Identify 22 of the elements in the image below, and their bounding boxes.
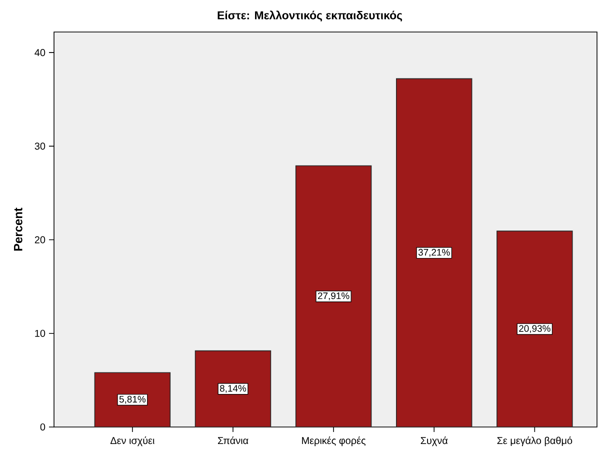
y-tick-label: 20 bbox=[34, 236, 46, 244]
x-tick-label: Μερικές φορές bbox=[302, 436, 366, 446]
y-axis-title: Percent bbox=[14, 208, 22, 251]
y-tick-label: 0 bbox=[40, 423, 46, 431]
bar bbox=[94, 372, 171, 427]
chart-title: Είστε: Μελλοντικός εκπαιδευτικός bbox=[218, 10, 402, 22]
y-tick-label: 40 bbox=[34, 49, 46, 56]
data-label: 27,91% bbox=[318, 292, 350, 300]
bar bbox=[194, 350, 272, 427]
bar bbox=[396, 78, 472, 427]
y-tick-label: 30 bbox=[34, 142, 46, 150]
x-tick-label: Σε μεγάλο βαθμό bbox=[497, 436, 572, 446]
data-label: 5,81% bbox=[119, 396, 146, 404]
data-label: 37,21% bbox=[418, 248, 450, 257]
data-label: 8,14% bbox=[220, 384, 246, 393]
data-label: 20,93% bbox=[519, 325, 550, 333]
x-tick-label: Συχνά bbox=[420, 436, 448, 446]
x-tick-label: Δεν ισχύει bbox=[110, 436, 154, 446]
x-tick-label: Σπάνια bbox=[218, 436, 248, 444]
bar bbox=[496, 230, 573, 427]
y-tick-label: 10 bbox=[35, 330, 46, 337]
bar bbox=[295, 165, 372, 427]
